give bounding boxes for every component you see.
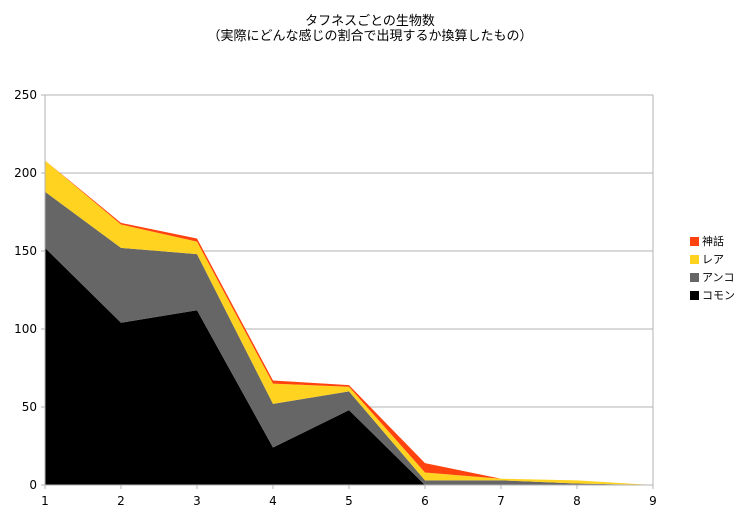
legend-swatch bbox=[690, 272, 699, 282]
legend-swatch bbox=[690, 290, 699, 300]
x-tick-label: 5 bbox=[345, 494, 353, 508]
x-tick-label: 1 bbox=[41, 494, 49, 508]
x-tick-label: 3 bbox=[193, 494, 201, 508]
legend-swatch bbox=[690, 236, 699, 246]
legend-item-rare: レア bbox=[690, 250, 735, 268]
y-tick-label: 0 bbox=[29, 478, 37, 492]
y-tick-label: 150 bbox=[14, 244, 37, 258]
legend-label: レア bbox=[702, 253, 724, 266]
x-tick-label: 7 bbox=[497, 494, 505, 508]
chart-title: タフネスごとの生物数 bbox=[305, 14, 435, 29]
legend: 神話 レア アンコ コモン bbox=[690, 232, 735, 304]
area-series bbox=[45, 160, 653, 485]
legend-label: 神話 bbox=[702, 235, 724, 248]
x-tick-label: 6 bbox=[421, 494, 429, 508]
y-tick-label: 200 bbox=[14, 166, 37, 180]
y-tick-label: 100 bbox=[14, 322, 37, 336]
chart-subtitle: （実際にどんな感じの割合で出現するか換算したもの） bbox=[207, 29, 533, 44]
x-tick-label: 9 bbox=[649, 494, 657, 508]
area-series-2 bbox=[45, 191, 653, 485]
x-tick-label: 4 bbox=[269, 494, 277, 508]
x-tick-label: 8 bbox=[573, 494, 581, 508]
y-tick-label: 50 bbox=[22, 400, 37, 414]
x-tick-label: 2 bbox=[117, 494, 125, 508]
legend-label: アンコ bbox=[702, 271, 735, 284]
y-tick-labels: 0 50 100 150 200 250 bbox=[14, 88, 45, 492]
legend-label: コモン bbox=[702, 289, 735, 302]
y-tick-label: 250 bbox=[14, 88, 37, 102]
legend-item-common: コモン bbox=[690, 286, 735, 304]
area-series-1 bbox=[45, 247, 653, 485]
area-series-4 bbox=[45, 160, 653, 485]
legend-swatch bbox=[690, 254, 699, 264]
legend-item-shinwa: 神話 bbox=[690, 232, 735, 250]
x-tick-labels: 1 2 3 4 5 6 7 8 9 bbox=[41, 485, 657, 508]
legend-item-uncommon: アンコ bbox=[690, 268, 735, 286]
